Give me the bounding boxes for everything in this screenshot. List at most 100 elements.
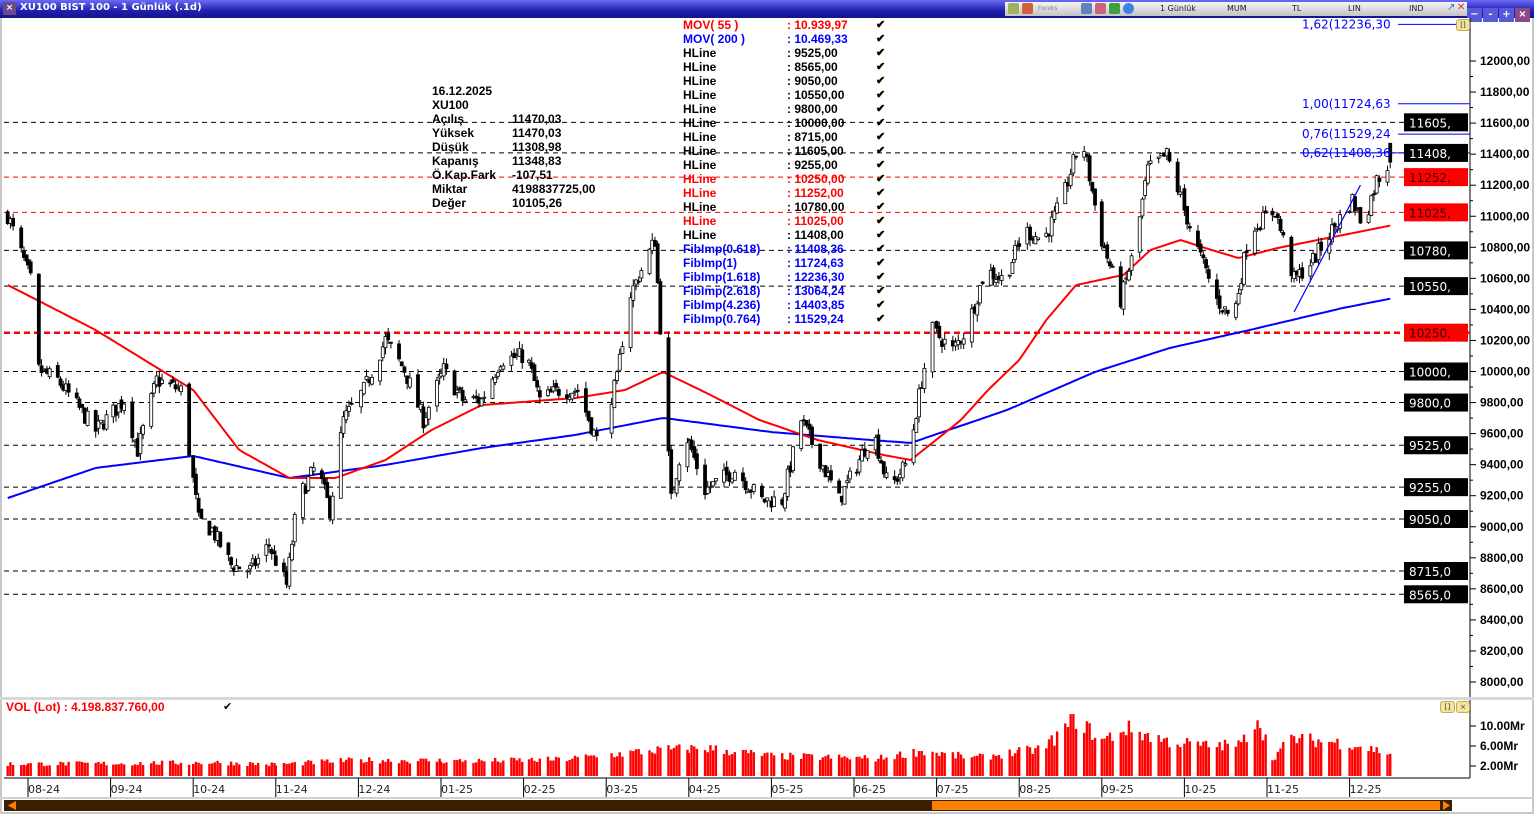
candle[interactable] — [226, 542, 231, 556]
candle[interactable] — [1239, 283, 1244, 291]
candle[interactable] — [493, 376, 498, 383]
candle[interactable] — [1063, 182, 1068, 205]
candle[interactable] — [999, 275, 1004, 281]
candle[interactable] — [273, 555, 278, 566]
candle[interactable] — [1201, 254, 1206, 259]
candle[interactable] — [191, 455, 196, 478]
candle[interactable] — [455, 389, 460, 393]
candle[interactable] — [713, 477, 718, 482]
candle[interactable] — [1377, 177, 1382, 182]
candle[interactable] — [854, 471, 859, 474]
candle[interactable] — [743, 480, 748, 491]
scrollbar-track[interactable] — [4, 800, 1452, 811]
candle[interactable] — [152, 383, 156, 394]
candle[interactable] — [1198, 243, 1203, 253]
legend-item[interactable]: MOV( 200 ): 10.469,33 ✔ — [683, 32, 893, 46]
restore-button[interactable]: - — [1483, 8, 1498, 22]
candle[interactable] — [66, 383, 71, 393]
candle[interactable] — [685, 442, 690, 468]
candle[interactable] — [1126, 270, 1131, 281]
candle[interactable] — [1374, 175, 1379, 194]
candle[interactable] — [1071, 154, 1076, 174]
candle[interactable] — [138, 433, 143, 454]
candle[interactable] — [1182, 188, 1187, 211]
candle[interactable] — [837, 480, 842, 494]
check-icon[interactable]: ✔ — [876, 131, 886, 143]
legend-item[interactable]: FibImp(2.618): 13064,24 ✔ — [683, 284, 893, 298]
candle[interactable] — [85, 410, 90, 426]
candle[interactable] — [589, 417, 594, 435]
candle[interactable] — [615, 371, 619, 381]
candle[interactable] — [416, 374, 420, 408]
candle[interactable] — [823, 465, 828, 478]
legend-item[interactable]: HLine: 11605,00 ✔ — [683, 144, 893, 158]
candle[interactable] — [1093, 188, 1097, 206]
candle[interactable] — [1140, 198, 1145, 217]
candle[interactable] — [407, 377, 412, 388]
candle[interactable] — [347, 406, 351, 412]
candle[interactable] — [248, 565, 252, 570]
candle[interactable] — [556, 388, 561, 396]
candle[interactable] — [378, 359, 382, 382]
candle[interactable] — [1204, 259, 1208, 269]
candle[interactable] — [911, 429, 916, 464]
candle[interactable] — [490, 378, 495, 399]
candle[interactable] — [173, 384, 178, 390]
candle[interactable] — [1369, 195, 1374, 216]
candle[interactable] — [1366, 214, 1371, 223]
candle[interactable] — [741, 472, 745, 482]
candle[interactable] — [1049, 216, 1054, 237]
candle[interactable] — [501, 365, 506, 370]
candle[interactable] — [1233, 303, 1238, 318]
candle[interactable] — [1145, 164, 1150, 184]
candle[interactable] — [22, 250, 26, 258]
candle[interactable] — [636, 280, 641, 283]
candle[interactable] — [520, 349, 525, 364]
candle[interactable] — [922, 367, 927, 389]
scrollbar-thumb[interactable] — [932, 801, 1440, 810]
candle[interactable] — [122, 403, 127, 411]
candle[interactable] — [1121, 281, 1126, 310]
candle[interactable] — [435, 379, 439, 407]
check-icon[interactable]: ✔ — [876, 201, 886, 213]
candle[interactable] — [799, 420, 804, 449]
candle[interactable] — [482, 396, 487, 399]
maximize-pane-button[interactable]: [] — [1440, 701, 1455, 713]
check-icon[interactable]: ✔ — [876, 271, 886, 283]
legend-item[interactable]: MOV( 55 ): 10.939,97 ✔ — [683, 18, 893, 32]
candle[interactable] — [1330, 224, 1334, 243]
candle[interactable] — [695, 453, 699, 470]
candle[interactable] — [1242, 252, 1246, 285]
candle[interactable] — [349, 402, 354, 405]
candle[interactable] — [975, 303, 980, 316]
candle[interactable] — [370, 377, 374, 385]
pane-divider[interactable] — [0, 697, 1534, 700]
candle[interactable] — [884, 472, 889, 478]
candle[interactable] — [1281, 232, 1286, 236]
candle[interactable] — [1196, 230, 1200, 247]
check-icon[interactable]: ✔ — [223, 700, 233, 713]
candle[interactable] — [895, 478, 900, 482]
candle[interactable] — [692, 446, 697, 458]
candle[interactable] — [1225, 309, 1230, 314]
candle[interactable] — [575, 389, 580, 392]
check-icon[interactable]: ✔ — [876, 145, 886, 157]
candle[interactable] — [751, 484, 756, 492]
candle[interactable] — [961, 338, 966, 345]
legend-item[interactable]: HLine: 9050,00 ✔ — [683, 74, 893, 88]
candle[interactable] — [1261, 211, 1265, 230]
candle[interactable] — [322, 477, 327, 485]
currency-selector[interactable]: TL — [1292, 4, 1302, 13]
candle[interactable] — [11, 217, 16, 227]
candle[interactable] — [55, 365, 60, 378]
candle[interactable] — [845, 480, 850, 484]
candle[interactable] — [631, 285, 636, 301]
candle[interactable] — [1068, 173, 1073, 187]
legend-item[interactable]: HLine: 8715,00 ✔ — [683, 130, 893, 144]
legend-item[interactable]: HLine: 8565,00 ✔ — [683, 60, 893, 74]
candle[interactable] — [760, 485, 764, 498]
candle[interactable] — [452, 370, 457, 396]
candle[interactable] — [495, 372, 500, 377]
candle[interactable] — [612, 379, 617, 409]
candle[interactable] — [705, 486, 710, 494]
